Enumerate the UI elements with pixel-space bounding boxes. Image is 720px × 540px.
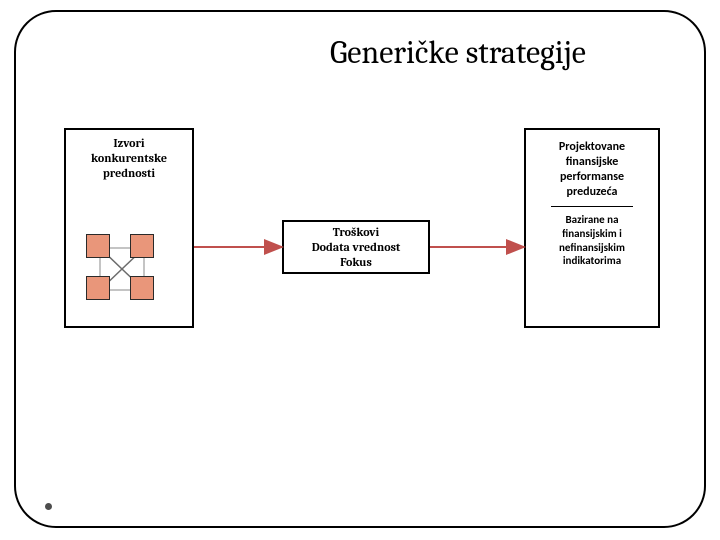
icon-square [86,276,110,300]
icon-square [130,234,154,258]
icon-square [130,276,154,300]
footer-bullet-icon [45,503,52,510]
arrows-layer [0,0,720,540]
icon-square [86,234,110,258]
